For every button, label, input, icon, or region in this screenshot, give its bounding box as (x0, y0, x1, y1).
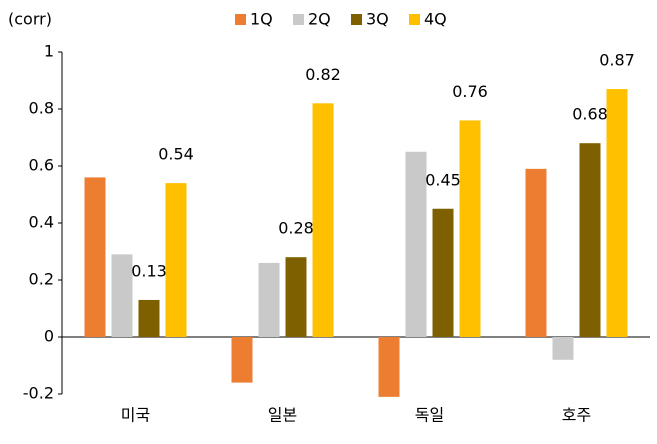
y-tick-label: 0.6 (29, 156, 54, 175)
data-label: 0.87 (599, 51, 635, 70)
legend-swatch (351, 14, 362, 25)
bar (378, 337, 400, 397)
legend-label: 3Q (366, 10, 389, 29)
y-tick-label: 0.2 (29, 270, 54, 289)
x-tick-label: 호주 (562, 406, 591, 425)
bar (405, 151, 427, 337)
bar (84, 177, 106, 337)
legend-label: 4Q (424, 10, 447, 29)
legend-swatch (409, 14, 420, 25)
legend-swatch (235, 14, 246, 25)
legend-swatch (293, 14, 304, 25)
data-label: 0.45 (425, 170, 461, 189)
bar (432, 208, 454, 337)
data-label: 0.28 (278, 219, 314, 238)
y-tick-label: 0.4 (29, 213, 54, 232)
bar (111, 254, 133, 337)
bar (459, 120, 481, 338)
y-axis-label: (corr) (8, 10, 52, 29)
data-label: 0.82 (305, 65, 341, 84)
legend-label: 1Q (250, 10, 273, 29)
bar (579, 143, 601, 337)
bar (552, 337, 574, 360)
y-tick-label: 0.8 (29, 99, 54, 118)
x-tick-label: 미국 (121, 406, 150, 425)
bar (165, 183, 187, 337)
data-label: 0.54 (158, 145, 194, 164)
legend-label: 2Q (308, 10, 331, 29)
data-label: 0.76 (452, 82, 488, 101)
bar (258, 262, 280, 337)
y-tick-label: 1 (44, 42, 54, 61)
bar (231, 337, 253, 383)
data-label: 0.68 (572, 105, 608, 124)
y-tick-label: -0.2 (23, 384, 54, 403)
data-label: 0.13 (131, 261, 167, 280)
x-tick-label: 일본 (268, 406, 297, 425)
bar (312, 103, 334, 337)
bar (138, 299, 160, 337)
y-tick-label: 0 (44, 327, 54, 346)
x-tick-label: 독일 (415, 406, 444, 425)
bar (606, 89, 628, 337)
bar (525, 168, 547, 337)
bar (285, 257, 307, 337)
